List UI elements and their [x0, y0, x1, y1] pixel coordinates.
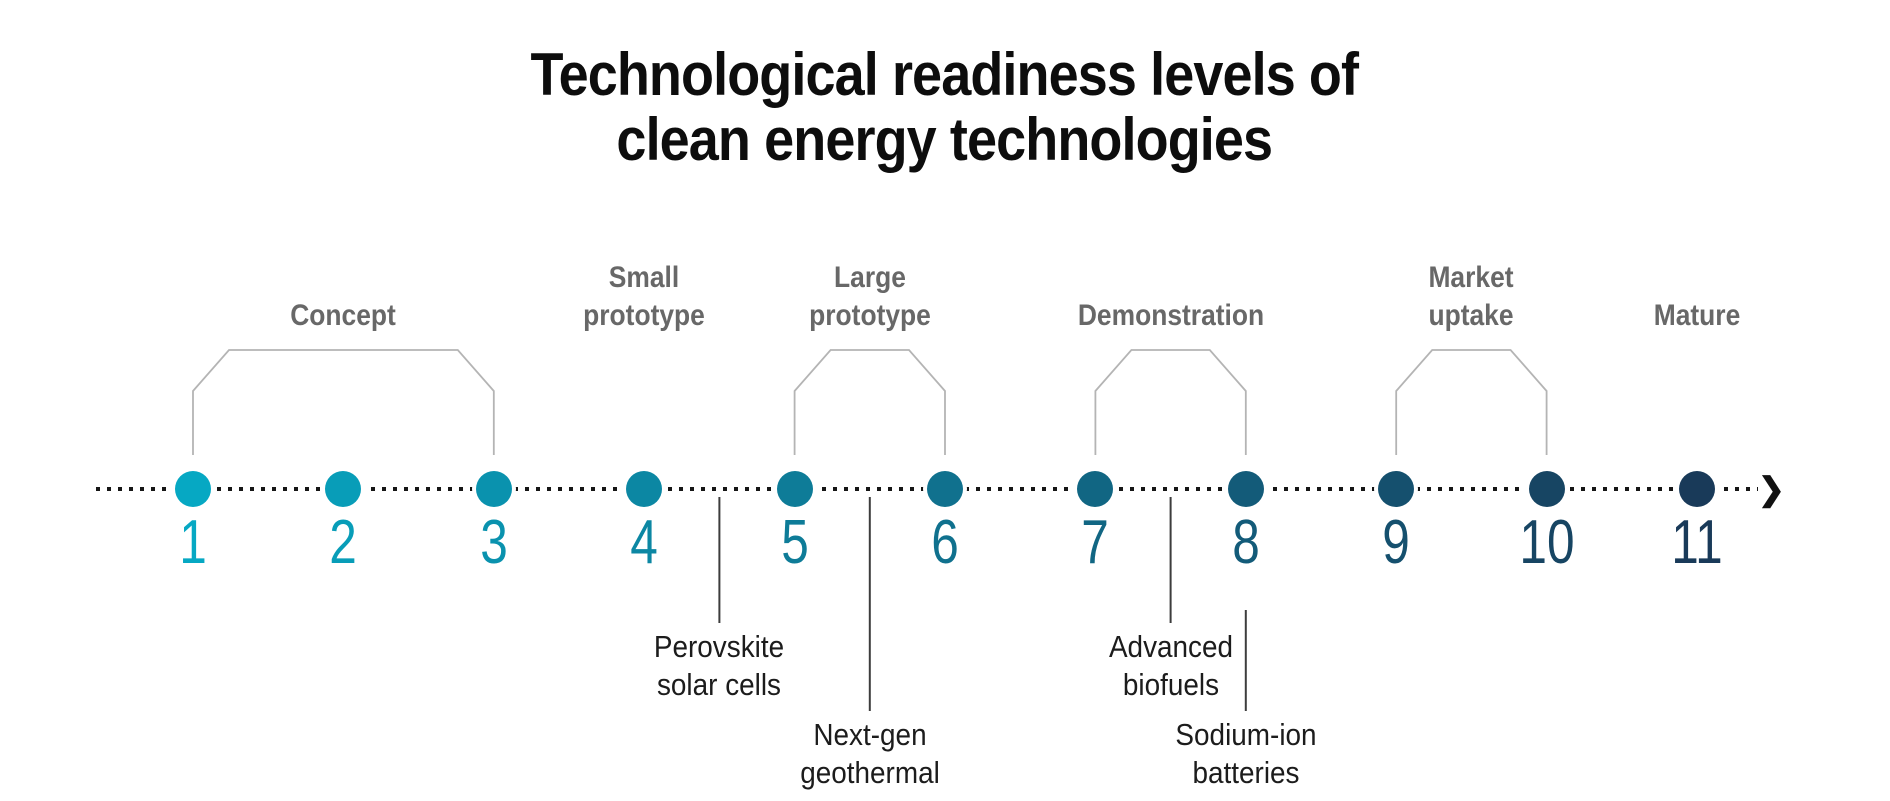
tech-label-line: Advanced: [1108, 629, 1233, 664]
tech-label-line: Perovskite: [654, 629, 785, 664]
stage-label-small-prototype: Small prototype: [503, 250, 785, 335]
title-line-2: clean energy technologies: [616, 106, 1273, 174]
stage-label-demonstration: Demonstration: [1030, 250, 1312, 335]
tech-label-line: biofuels: [1122, 667, 1219, 703]
stage-label-line: prototype: [583, 298, 706, 332]
trl-number-2: 2: [329, 508, 358, 577]
tech-label-advanced-biofuels: Advanced biofuels: [1045, 628, 1297, 705]
trl-number-10: 10: [1519, 508, 1575, 577]
stage-bracket-demonstration: [1094, 349, 1247, 455]
stage-label-market-uptake: Market uptake: [1331, 250, 1613, 335]
trl-dot-2: [325, 471, 362, 507]
stage-label-mature: Mature: [1556, 250, 1838, 335]
tech-label-line: solar cells: [657, 667, 782, 703]
timeline-arrow-icon: ❯: [1758, 471, 1785, 507]
trl-number-9: 9: [1382, 508, 1410, 577]
stage-label-line: prototype: [808, 298, 931, 332]
title-line-1: Technological readiness levels of: [530, 41, 1359, 108]
trl-dot-8: [1227, 471, 1264, 507]
trl-dot-4: [626, 471, 663, 507]
tech-label-line: batteries: [1192, 755, 1300, 791]
stage-bracket-large-prototype: [793, 349, 946, 455]
trl-dot-6: [927, 471, 963, 507]
stage-label-line: uptake: [1428, 298, 1514, 332]
trl-number-7: 7: [1081, 508, 1110, 577]
stage-label-line: Market: [1428, 260, 1514, 294]
stage-label-line: Small: [608, 260, 680, 294]
trl-dot-7: [1077, 471, 1114, 507]
trl-dot-5: [776, 471, 813, 507]
tech-label-perovskite-solar cells: Perovskite solar cells: [593, 628, 845, 705]
tech-label-line: Next-gen: [813, 717, 927, 752]
trl-dot-1: [175, 471, 211, 507]
tech-label-line: Sodium-ion: [1175, 717, 1317, 752]
trl-number-6: 6: [931, 508, 959, 577]
trl-number-11: 11: [1671, 508, 1723, 577]
tech-label-next-gen-geothermal: Next-gen geothermal: [744, 716, 996, 793]
trl-dot-10: [1528, 471, 1565, 507]
stage-label-concept: Concept: [203, 250, 485, 335]
trl-dot-11: [1679, 471, 1715, 507]
trl-dot-9: [1378, 471, 1415, 507]
stage-label-line: Mature: [1653, 298, 1741, 332]
page-title: Technological readiness levels of clean …: [94, 42, 1795, 173]
stage-label-line: Demonstration: [1077, 298, 1264, 332]
trl-number-3: 3: [479, 508, 508, 577]
trl-number-5: 5: [780, 508, 809, 577]
stage-label-line: Concept: [290, 298, 397, 332]
trl-number-1: 1: [179, 508, 207, 577]
tech-label-line: geothermal: [800, 755, 940, 791]
trl-number-8: 8: [1231, 508, 1260, 577]
trl-number-4: 4: [630, 508, 658, 577]
trl-dot-3: [475, 471, 512, 507]
stage-bracket-market-uptake: [1395, 349, 1548, 455]
stage-label-line: Large: [833, 260, 906, 294]
tech-label-sodium-ion-batteries: Sodium-ion batteries: [1120, 716, 1372, 793]
stage-label-large-prototype: Large prototype: [729, 250, 1011, 335]
stage-bracket-concept: [192, 349, 495, 455]
